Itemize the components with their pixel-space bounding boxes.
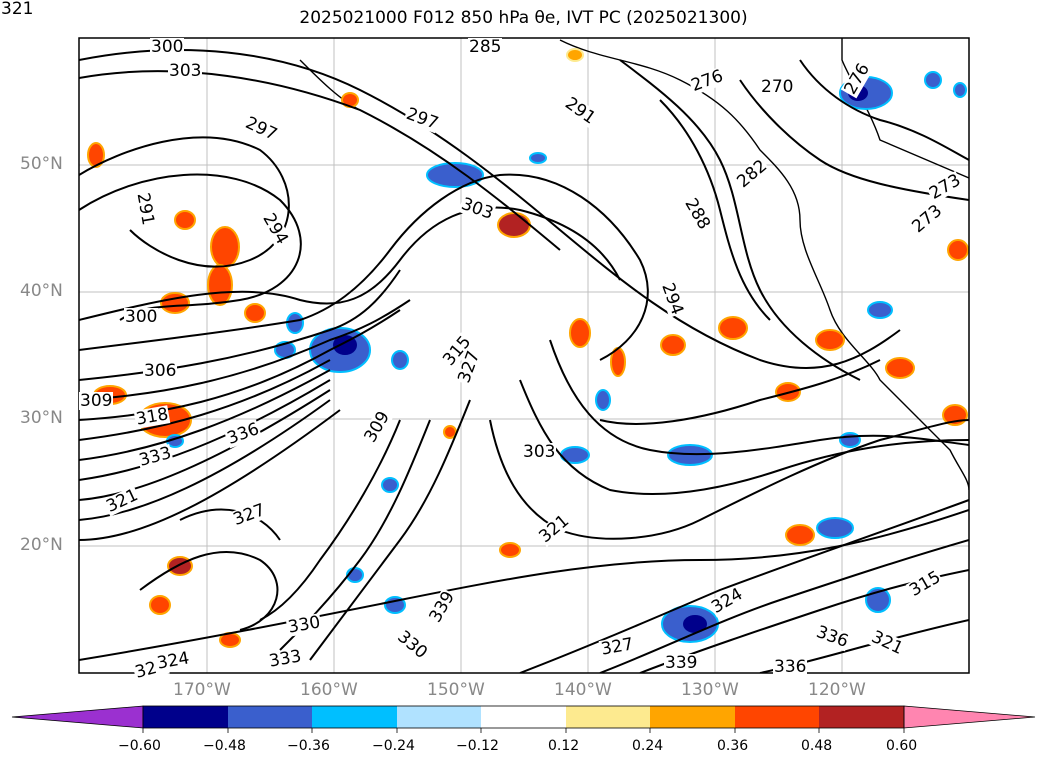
- lon-label: 150°W: [427, 680, 485, 700]
- colorbar-tick-label: −0.48: [203, 738, 246, 754]
- contour-label: 306: [143, 361, 178, 381]
- map-title: 2025021000 F012 850 hPa θe, IVT PC (2025…: [299, 8, 748, 28]
- lon-label: 170°W: [173, 680, 231, 700]
- map-frame: [78, 37, 970, 674]
- contour-label: 336: [773, 657, 808, 677]
- contour-label: 300: [150, 37, 185, 57]
- colorbar-tick-label: −0.36: [287, 738, 330, 754]
- lon-label: 130°W: [681, 680, 739, 700]
- colorbar-tick-label: 0.36: [717, 738, 749, 754]
- lat-label: 20°N: [20, 535, 63, 555]
- colorbar-tick-label: 0.24: [632, 738, 664, 754]
- colorbar-tick-label: −0.60: [118, 738, 161, 754]
- contour-label: 285: [468, 37, 503, 57]
- lat-label: 30°N: [20, 408, 63, 428]
- theta-e-contours: [79, 49, 969, 673]
- contour-label: 339: [664, 653, 699, 673]
- colorbar: [11, 705, 1036, 733]
- contour-label: 303: [168, 61, 203, 81]
- colorbar-tick-label: −0.24: [372, 738, 415, 754]
- colorbar-tick-label: 0.12: [548, 738, 580, 754]
- contour-label: 303: [522, 442, 557, 462]
- colorbar-tick-label: 0.60: [886, 738, 918, 754]
- contour-label: 270: [760, 77, 795, 97]
- contour-label: 321: [0, 0, 35, 19]
- colorbar-tick-label: 0.48: [801, 738, 833, 754]
- lon-label: 140°W: [554, 680, 612, 700]
- contour-label: 309: [79, 391, 114, 411]
- contour-label: 300: [124, 307, 159, 327]
- lat-label: 50°N: [20, 154, 63, 174]
- lat-label: 40°N: [20, 281, 63, 301]
- lon-label: 160°W: [300, 680, 358, 700]
- colorbar-tick-label: −0.12: [456, 738, 499, 754]
- map-frame-bg: [79, 38, 969, 673]
- lon-label: 120°W: [808, 680, 866, 700]
